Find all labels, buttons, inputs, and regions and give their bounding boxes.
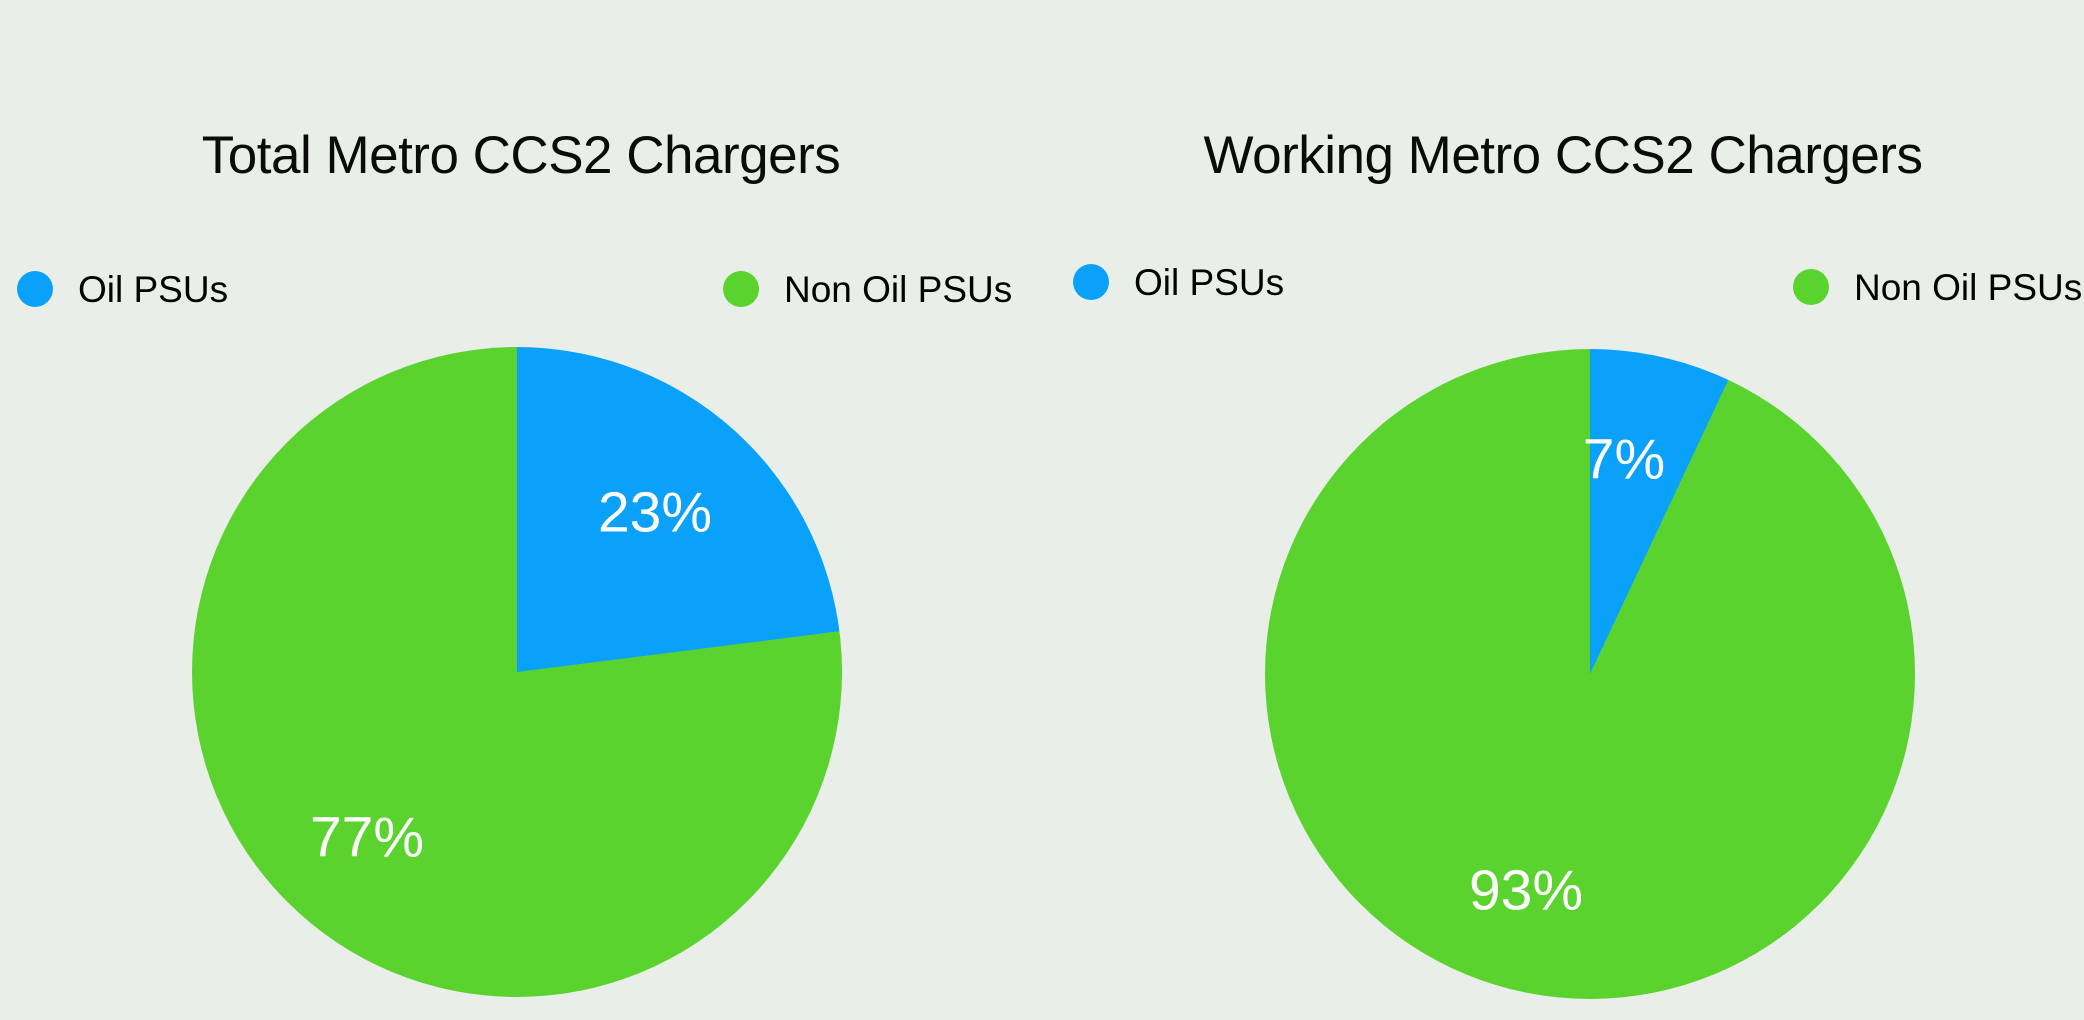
legend-swatch-non-oil-icon (1793, 269, 1829, 305)
legend-swatch-non-oil-icon (723, 271, 759, 307)
slice-label-oil-pct: 23% (597, 480, 713, 545)
legend-swatch-oil-icon (17, 271, 53, 307)
slice-label-non-oil-pct: 77% (309, 805, 425, 870)
chart-title-total: Total Metro CCS2 Chargers (201, 126, 841, 185)
legend-item-oil-psus: Oil PSUs (1073, 260, 1284, 304)
legend-label-non-oil: Non Oil PSUs (784, 268, 1013, 310)
pie-chart-total-section: Total Metro CCS2 Chargers Oil PSUs Non O… (17, 126, 1012, 997)
legend-label-oil: Oil PSUs (1134, 261, 1285, 303)
legend-item-oil-psus: Oil PSUs (17, 267, 228, 311)
legend-label-oil: Oil PSUs (78, 268, 229, 310)
legend-label-non-oil: Non Oil PSUs (1854, 266, 2083, 308)
slice-label-oil-pct: 7% (1582, 427, 1666, 492)
legend-swatch-oil-icon (1073, 264, 1109, 300)
pie-working: 7% 93% (1265, 349, 1915, 999)
pie-total: 23% 77% (192, 347, 842, 997)
legend-item-non-oil-psus: Non Oil PSUs (723, 267, 1012, 311)
chart-title-working: Working Metro CCS2 Chargers (1203, 126, 1923, 185)
slice-label-non-oil-pct: 93% (1468, 858, 1584, 923)
legend-item-non-oil-psus: Non Oil PSUs (1793, 265, 2082, 309)
pie-chart-working-section: Working Metro CCS2 Chargers Oil PSUs Non… (1042, 0, 2084, 1020)
